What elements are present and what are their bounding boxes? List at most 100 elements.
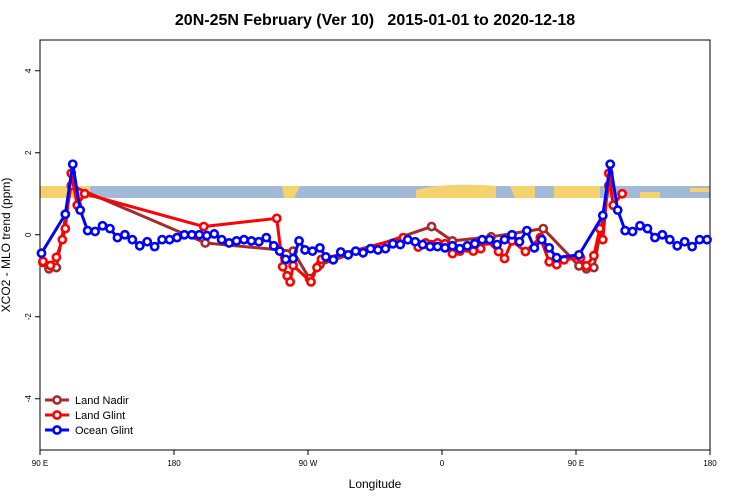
data-point [447,248,458,259]
data-point [687,241,698,252]
data-point [694,234,705,245]
data-point [90,226,100,237]
y-tick-label: -2 [24,313,33,321]
data-point [75,205,86,216]
data-point [216,234,227,245]
data-point [186,229,197,240]
data-point [320,251,331,262]
chart-title: 20N-25N February (Ver 10) 2015-01-01 to … [175,12,575,29]
data-point [38,256,48,267]
data-point [268,240,279,251]
data-point [172,232,182,243]
data-point [588,250,599,261]
data-point [454,243,465,254]
data-point [149,241,160,252]
data-point [285,276,296,287]
data-point [605,159,616,170]
legend-marker [52,410,62,420]
data-point [425,241,435,252]
data-point [231,235,242,246]
data-point [112,232,123,243]
data-point [627,226,638,237]
data-point [551,252,562,263]
data-point [657,229,668,240]
data-point [350,246,361,257]
data-point [617,188,628,199]
data-point [67,159,78,170]
data-point [57,234,68,245]
data-point [97,220,108,231]
data-point [521,225,532,236]
data-point [200,238,211,248]
data-point [127,234,138,245]
data-point [499,234,510,245]
data-point [142,236,153,247]
y-tick-label: 2 [24,150,33,155]
data-point [36,248,47,259]
data-point [612,205,623,216]
data-point [469,238,480,249]
legend-marker [52,425,62,435]
data-point [432,241,443,252]
data-point [45,260,56,271]
data-point [492,239,502,250]
data-point [239,234,249,245]
y-tick-label: 4 [24,68,33,73]
data-point [209,229,220,239]
data-point [134,240,145,251]
data-point [224,238,234,248]
map-land [40,184,710,198]
data-point [294,235,304,246]
data-point [544,242,555,253]
data-point [402,234,413,245]
data-point [274,246,285,257]
legend-label: Land Nadir [75,395,129,407]
data-point [82,225,93,236]
data-point [664,234,675,245]
data-point [581,261,592,271]
data-point [702,234,712,245]
data-point [650,232,660,243]
x-tick-label: 90 E [32,459,48,468]
data-point [440,242,450,253]
data-point [499,253,510,264]
data-point [246,235,257,246]
data-point [410,236,421,247]
data-point [462,240,473,251]
legend-label: Ocean Glint [75,425,133,437]
data-point [484,234,495,245]
x-axis-label: Longitude [349,477,402,491]
data-point [536,234,547,245]
data-point [373,245,383,255]
data-point [520,246,531,257]
data-point [261,232,272,243]
data-point [588,262,599,273]
data-point [597,234,608,245]
data-point [201,230,212,241]
data-point [574,249,584,260]
data-point [119,229,130,240]
data-point [365,243,376,254]
y-tick-label: 0 [24,232,33,237]
data-point [635,220,645,231]
data-point [105,223,115,234]
data-point [198,221,209,232]
data-point [60,209,71,220]
y-tick-label: -4 [24,395,33,403]
x-tick-label: 180 [703,459,717,468]
data-point [51,252,62,263]
legend-marker [52,395,62,405]
data-point [620,225,631,236]
data-point [307,246,318,257]
data-point [597,210,608,221]
data-point [447,240,458,251]
x-tick-label: 180 [167,459,181,468]
data-point [426,221,437,232]
data-point [288,253,299,264]
data-point [507,229,517,240]
data-point [395,239,406,250]
data-point [335,247,346,257]
x-tick-label: 90 E [568,459,584,468]
data-point [179,229,190,240]
